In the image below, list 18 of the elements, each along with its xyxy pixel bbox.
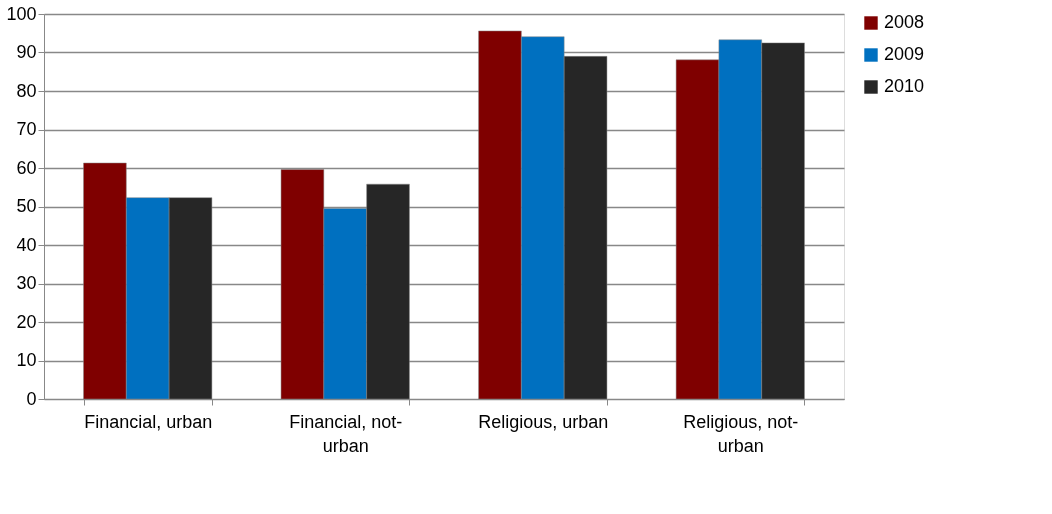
y-tick-label: 20 [16, 311, 37, 332]
y-tick-label: 90 [16, 42, 37, 62]
y-tick-label: 50 [16, 196, 37, 216]
legend-label: 2009 [884, 44, 925, 64]
y-tick-label: 10 [16, 350, 37, 370]
y-tick-label: 0 [26, 388, 37, 409]
y-tick-label: 40 [16, 234, 37, 255]
y-tick-label: 30 [16, 273, 37, 293]
x-tick-label: Financial, not-urban [289, 411, 403, 456]
y-tick-label: 80 [16, 80, 37, 101]
y-tick-label: 100 [6, 3, 37, 24]
y-tick-label: 60 [16, 157, 37, 178]
x-tick-label: Religious, not-urban [683, 411, 799, 456]
legend-label: 2008 [884, 12, 925, 32]
x-tick-label: Financial, urban [84, 411, 213, 432]
x-tick-label: Religious, urban [478, 411, 609, 432]
y-tick-label: 70 [16, 119, 37, 139]
legend-label: 2010 [884, 76, 925, 96]
